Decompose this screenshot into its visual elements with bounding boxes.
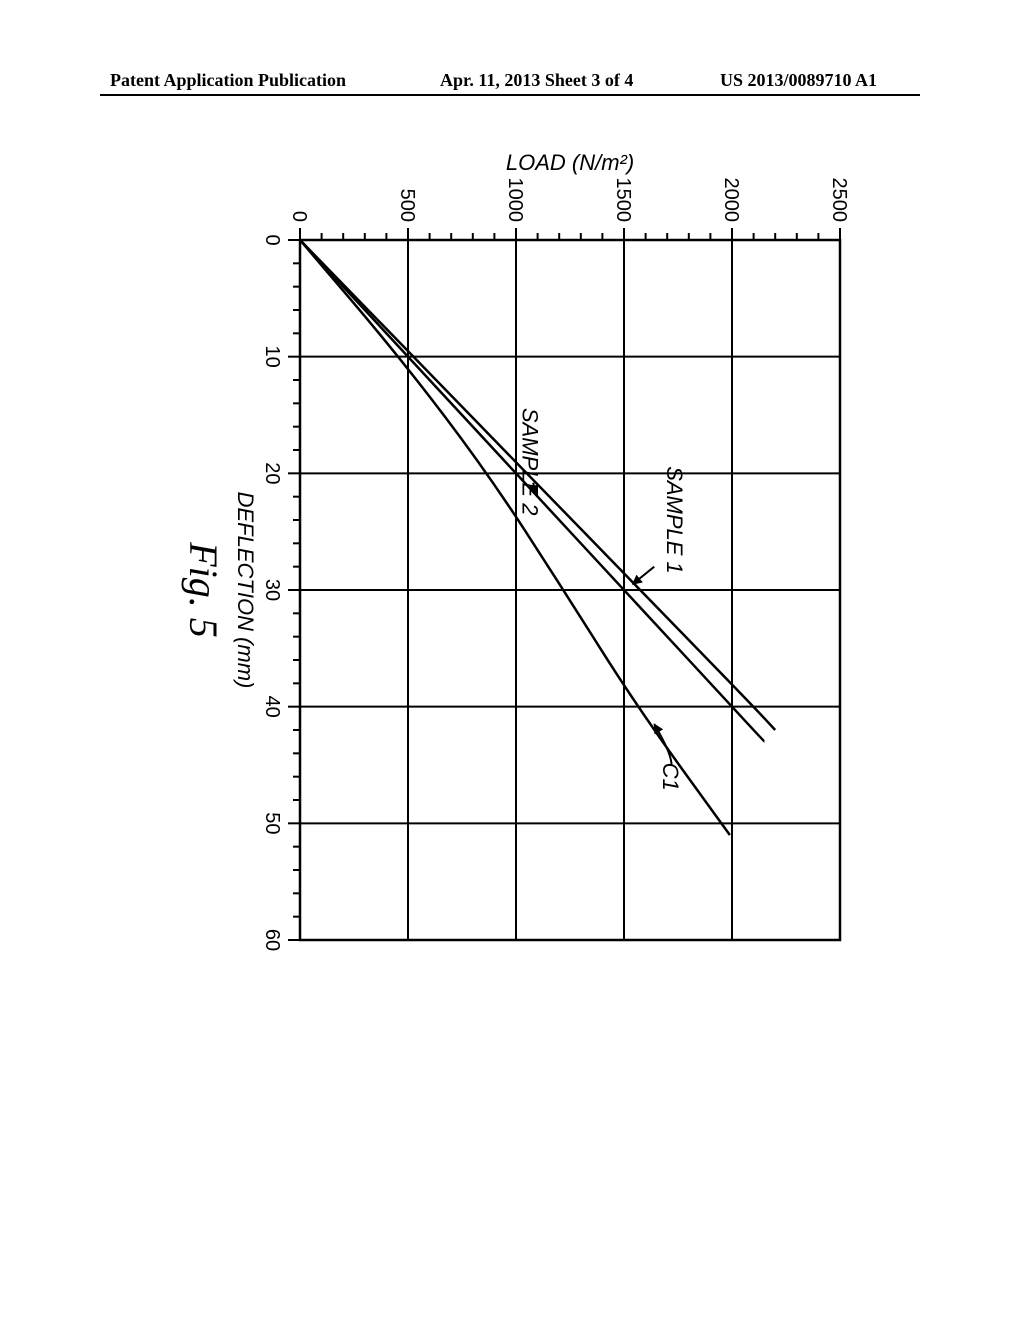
x-tick-label: 0: [261, 234, 283, 245]
y-tick-label: 1000: [504, 178, 526, 223]
x-tick-label: 60: [261, 929, 283, 951]
y-tick-label: 2500: [828, 178, 850, 223]
x-tick-label: 50: [261, 812, 283, 834]
callout-line: [633, 567, 655, 585]
x-axis-label: DEFLECTION (mm): [233, 492, 258, 689]
x-tick-label: 20: [261, 462, 283, 484]
x-tick-label: 10: [261, 346, 283, 368]
header-rule: [100, 94, 920, 96]
figure-label: Fig. 5: [181, 541, 226, 638]
y-tick-label: 0: [288, 211, 310, 222]
callout-line: [654, 724, 671, 765]
header-center: Apr. 11, 2013 Sheet 3 of 4: [440, 70, 633, 91]
load-deflection-chart: 0 10 20 30 40 50 60 0 500 1000 1500 2000 2500 DEFLECT…: [160, 140, 860, 960]
y-tick-label: 500: [396, 189, 418, 222]
series-label: SAMPLE 2: [517, 408, 542, 516]
x-tick-label: 40: [261, 696, 283, 718]
header-right: US 2013/0089710 A1: [720, 70, 877, 91]
y-tick-label: 2000: [720, 178, 742, 223]
series-label: SAMPLE 1: [662, 466, 687, 574]
y-axis-label: LOAD (N/m²): [506, 150, 634, 175]
series-label: C1: [658, 763, 683, 791]
y-tick-label: 1500: [612, 178, 634, 223]
x-tick-label: 30: [261, 579, 283, 601]
header-left: Patent Application Publication: [110, 70, 346, 91]
